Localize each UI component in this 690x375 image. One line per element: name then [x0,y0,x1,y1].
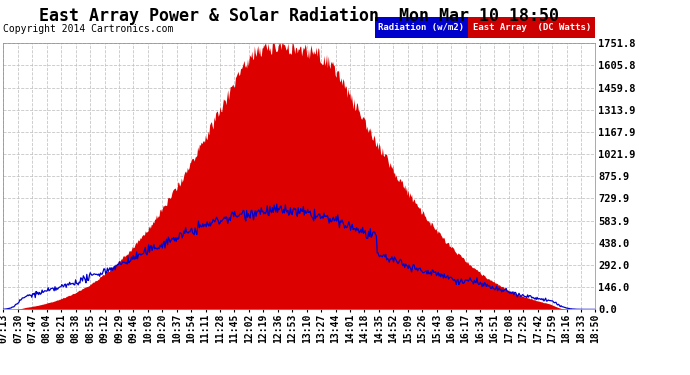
Text: East Array Power & Solar Radiation  Mon Mar 10 18:50: East Array Power & Solar Radiation Mon M… [39,6,560,25]
Text: Radiation (w/m2): Radiation (w/m2) [378,22,464,32]
Text: East Array  (DC Watts): East Array (DC Watts) [473,22,591,32]
Text: Copyright 2014 Cartronics.com: Copyright 2014 Cartronics.com [3,24,174,34]
